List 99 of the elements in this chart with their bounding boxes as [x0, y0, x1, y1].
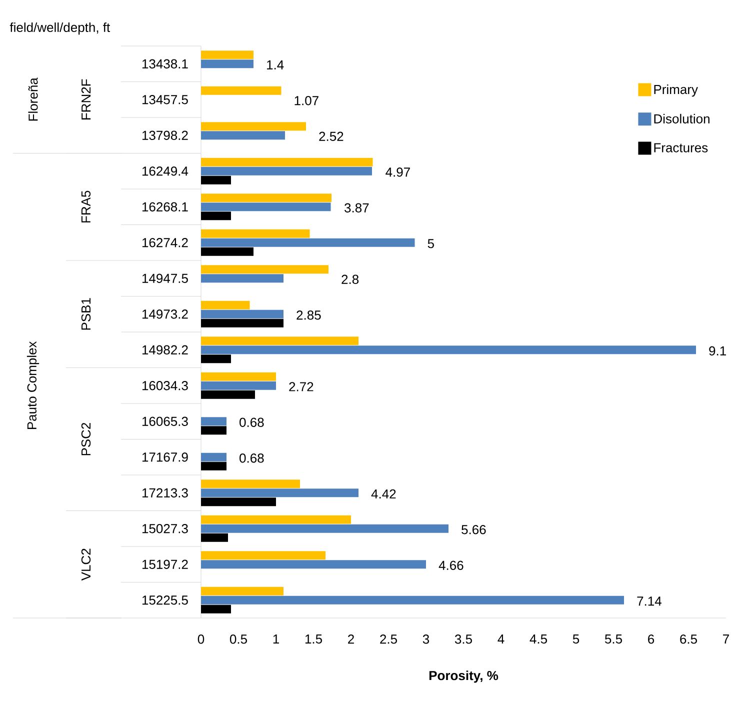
bar	[201, 238, 415, 247]
bar	[201, 300, 250, 310]
annotation: 1.4	[267, 60, 284, 70]
annotation: 0.68	[240, 418, 264, 427]
annotation: 2.85	[296, 310, 321, 320]
x-tick-label: 7	[723, 634, 729, 644]
text: PSC2	[81, 422, 91, 456]
bar	[201, 381, 276, 390]
bar	[201, 586, 284, 596]
bar	[201, 166, 372, 176]
bar	[201, 194, 332, 202]
x-tick-label: 0	[198, 634, 204, 644]
y-tick-label: 16274.2	[142, 238, 188, 248]
bar	[201, 533, 228, 542]
annotation: 2.8	[342, 274, 359, 284]
y-tick-label: 14947.5	[142, 274, 188, 283]
y-tick-label: 13438.1	[142, 59, 188, 68]
bar	[201, 60, 254, 68]
bar	[201, 346, 696, 354]
bar	[201, 274, 284, 283]
bar	[201, 417, 226, 426]
annotation: 3.87	[344, 203, 369, 212]
x-tick-label: 2	[348, 634, 354, 644]
legend-label: Disolution	[654, 114, 710, 124]
bar	[201, 202, 331, 212]
y-tick-label: 14982.2	[142, 345, 188, 354]
bar	[201, 212, 231, 220]
annotation: 9.1	[709, 346, 726, 356]
y-tick-label: 15027.3	[142, 524, 188, 534]
bar	[201, 390, 255, 399]
bar	[201, 122, 306, 131]
text: FRN2F	[81, 79, 91, 120]
y-tick-label: 17213.3	[142, 488, 188, 498]
y-tick-label: 15197.2	[142, 560, 188, 569]
x-tick-label: 4	[498, 634, 504, 644]
bar	[201, 86, 282, 95]
text: Pauto Complex	[26, 341, 40, 430]
bar	[201, 372, 276, 381]
x-tick-label: 4.5	[530, 634, 547, 644]
bar	[201, 158, 373, 166]
annotation: 4.42	[371, 489, 396, 498]
annotation: 1.07	[294, 96, 318, 106]
bar	[201, 426, 226, 435]
y-tick-label: 13457.5	[142, 95, 188, 104]
bar	[201, 310, 284, 318]
text: Floreña	[28, 78, 38, 121]
x-axis-title: Porosity, %	[429, 670, 498, 683]
x-tick-label: 1.5	[305, 634, 322, 644]
bar	[201, 265, 328, 274]
text: PSB1	[81, 298, 91, 330]
bar	[201, 50, 254, 60]
bar	[201, 229, 310, 238]
x-tick-label: 5.5	[604, 634, 622, 644]
legend-label: Fractures	[654, 143, 708, 152]
annotation: 2.72	[289, 382, 314, 392]
y-tick-label: 16268.1	[142, 202, 188, 212]
text: FRA5	[81, 190, 91, 222]
y-tick-label: 16034.3	[142, 381, 188, 390]
bar	[201, 318, 284, 328]
bar	[201, 596, 624, 604]
bar	[201, 551, 326, 560]
annotation: 4.66	[438, 560, 464, 570]
x-tick-label: 5	[572, 634, 580, 644]
bar	[201, 176, 231, 184]
y-tick-label: 17167.9	[142, 452, 188, 462]
x-tick-label: 3	[422, 634, 430, 644]
y-tick-label: 16249.4	[142, 166, 188, 176]
bar	[201, 354, 231, 364]
bar	[201, 488, 359, 498]
bar	[201, 560, 426, 569]
bar	[201, 247, 254, 256]
x-tick-label: 6.5	[680, 634, 697, 644]
annotation: 2.52	[319, 132, 344, 141]
bar	[201, 480, 300, 488]
bar	[201, 524, 449, 533]
bar	[201, 604, 231, 614]
bar	[201, 452, 226, 462]
y-axis-title: field/well/depth, ft	[10, 22, 110, 35]
y-tick-label: 14973.2	[142, 310, 188, 319]
x-tick-label: 3.5	[454, 634, 472, 644]
x-tick-label: 6	[648, 634, 654, 644]
bar	[201, 515, 351, 524]
annotation: 5.66	[462, 525, 486, 534]
annotation: 5	[428, 239, 434, 248]
annotation: 4.97	[386, 168, 410, 177]
bar	[201, 336, 359, 346]
y-tick-label: 15225.5	[142, 596, 188, 605]
y-tick-label: 13798.2	[142, 130, 188, 140]
bar	[201, 498, 276, 506]
legend-label: Primary	[654, 84, 698, 97]
text: VLC2	[81, 548, 91, 581]
x-tick-label: 0.5	[230, 634, 247, 644]
annotation: 7.14	[637, 596, 662, 606]
bar	[201, 131, 285, 140]
x-tick-label: 2.5	[380, 634, 397, 644]
y-tick-label: 16065.3	[142, 416, 188, 426]
annotation: 0.68	[240, 454, 264, 463]
x-tick-label: 1	[273, 634, 279, 644]
bar	[201, 462, 226, 470]
